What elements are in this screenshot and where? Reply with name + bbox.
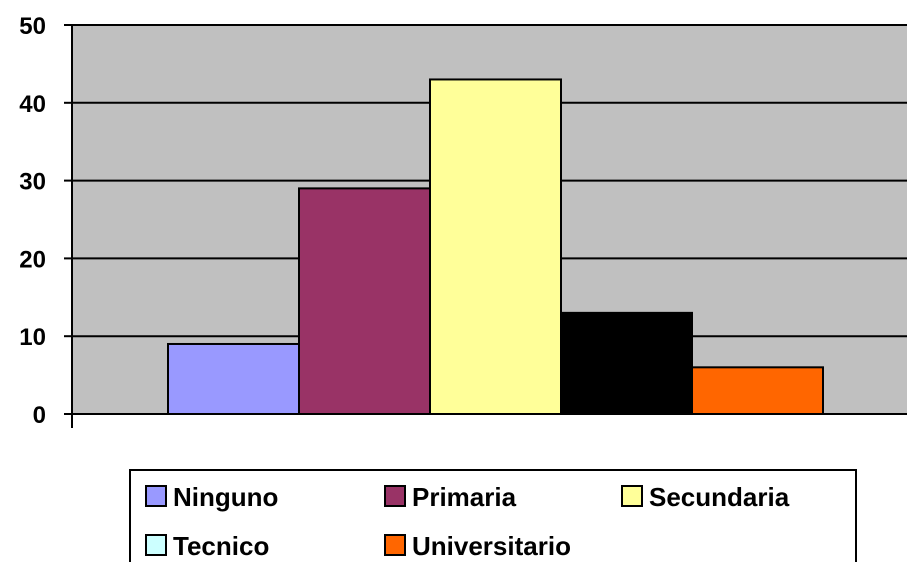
legend-box [129,469,857,562]
y-tick-label: 30 [19,169,46,196]
bar-tecnico [560,311,693,415]
legend-swatch-ninguno [145,485,167,507]
legend: Ninguno Primaria Secundaria Tecnico Universi… [129,469,857,562]
legend-label-secundaria: Secundaria [649,482,790,512]
legend-label-tecnico: Tecnico [173,531,269,561]
legend-swatch-secundaria [621,485,643,507]
bar-secundaria [429,78,562,416]
legend-swatch-universitario [384,534,406,556]
y-tick-label: 0 [33,402,46,429]
legend-items: Ninguno Primaria Secundaria Tecnico Universi… [145,482,790,561]
legend-label-ninguno: Ninguno [173,482,278,512]
y-tick-label: 50 [19,13,46,40]
y-tick-label: 20 [19,246,46,273]
bar-primaria [298,187,431,415]
y-axis-ticks: 0 10 20 30 40 50 [19,13,72,429]
bars [167,78,824,416]
y-tick-label: 40 [19,91,46,118]
bar-universitario [691,366,824,416]
legend-label-primaria: Primaria [412,482,517,512]
y-tick-label: 10 [19,324,46,351]
legend-swatch-tecnico [145,534,167,556]
bar-ninguno [167,342,300,416]
legend-label-universitario: Universitario [412,531,571,561]
legend-swatch-primaria [384,485,406,507]
